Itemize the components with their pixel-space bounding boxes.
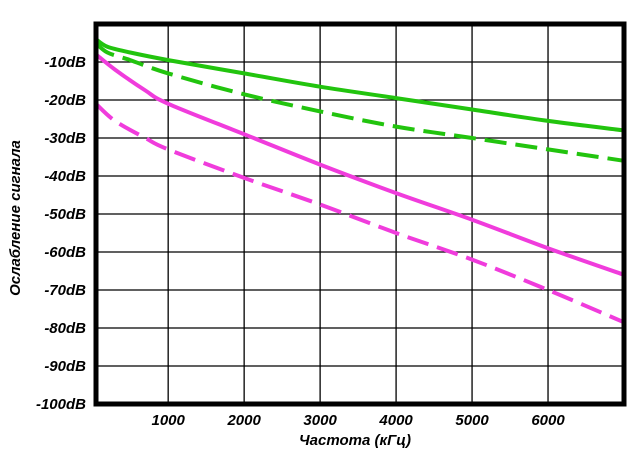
y-axis-label: Ослабление сигнала: [7, 140, 24, 296]
y-axis-ticks: -10dB -20dB -30dB -40dB -50dB -60dB -70dB -80dB…: [36, 54, 86, 413]
y-tick-label: -100dB: [36, 396, 86, 413]
x-tick-label: 2000: [226, 412, 261, 429]
x-tick-label: 1000: [151, 412, 185, 429]
x-axis-label: Частота (кГц): [299, 432, 411, 449]
plot-frame: [93, 21, 627, 407]
x-tick-label: 3000: [303, 412, 337, 429]
y-tick-label: -50dB: [44, 206, 86, 223]
y-tick-label: -40dB: [44, 168, 86, 185]
y-tick-label: -80dB: [44, 320, 86, 337]
y-tick-label: -20dB: [44, 92, 86, 109]
y-tick-label: -90dB: [44, 358, 86, 375]
series-layer: [94, 37, 625, 325]
series-line-3: [94, 52, 625, 277]
x-tick-label: 4000: [378, 412, 413, 429]
y-tick-label: -10dB: [44, 54, 86, 71]
y-tick-label: -30dB: [44, 130, 86, 147]
x-tick-label: 6000: [531, 412, 565, 429]
x-tick-label: 5000: [455, 412, 489, 429]
series-line-4: [94, 102, 625, 325]
series-line-1: [94, 37, 625, 133]
y-tick-label: -60dB: [44, 244, 86, 261]
x-axis-ticks: 1000 2000 3000 4000 5000 6000: [151, 412, 565, 429]
y-tick-label: -70dB: [44, 282, 86, 299]
